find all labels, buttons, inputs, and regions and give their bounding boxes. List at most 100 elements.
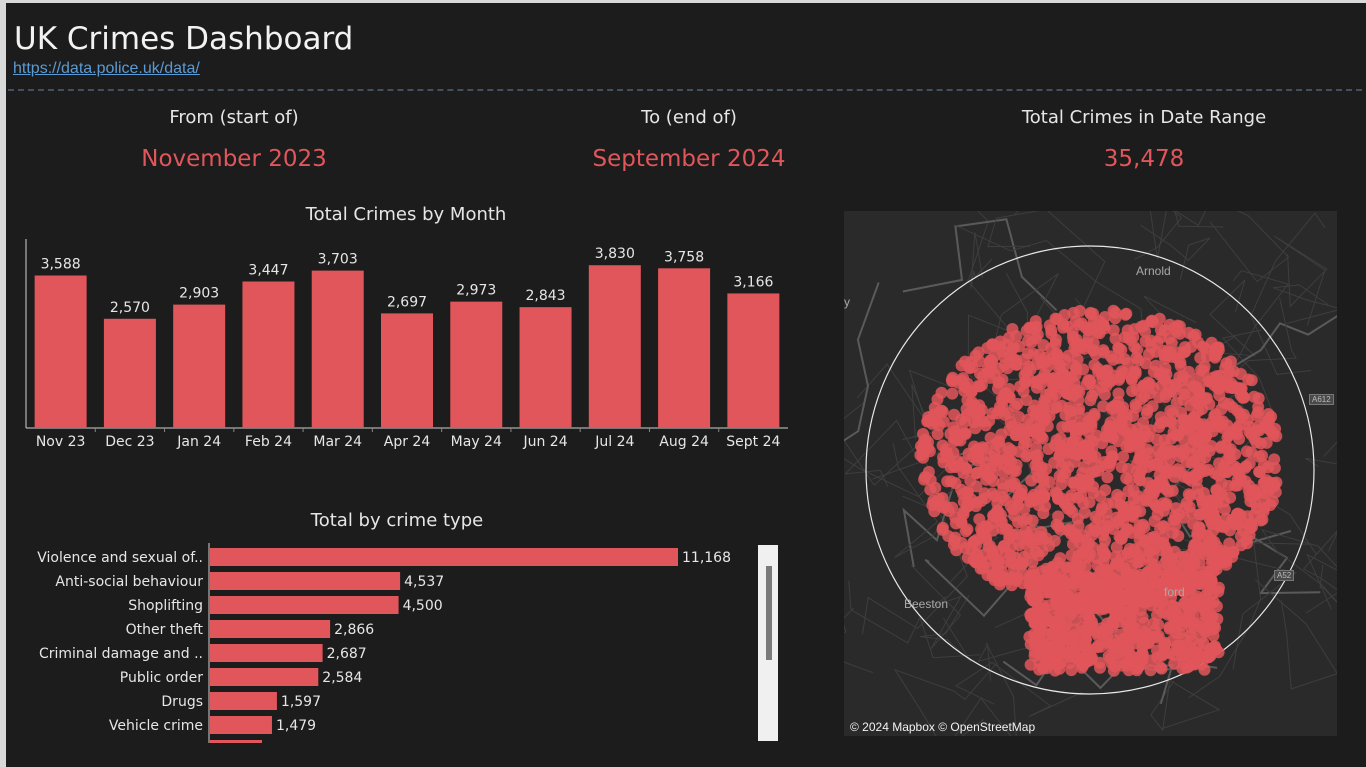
crime-point (1188, 538, 1201, 551)
page-title: UK Crimes Dashboard (14, 21, 354, 57)
crime-type-scrollbar[interactable] (758, 545, 778, 741)
month-tick-label: Nov 23 (36, 434, 86, 450)
crime-point (1210, 563, 1223, 576)
crime-point (1031, 456, 1044, 468)
crime-point (1136, 611, 1149, 624)
month-bar[interactable] (34, 275, 87, 428)
month-bar[interactable] (658, 268, 711, 428)
crime-point (1139, 534, 1151, 547)
crime-point (1029, 595, 1042, 608)
crime-point (1067, 538, 1079, 551)
crime-point (1135, 658, 1148, 671)
crime-point (1087, 486, 1100, 499)
crime-type-bar[interactable] (210, 692, 277, 710)
crime-point (1078, 640, 1091, 653)
crime-point (941, 475, 954, 488)
month-bar[interactable] (588, 265, 641, 428)
crime-point (971, 556, 983, 569)
crime-point (1195, 527, 1208, 540)
crime-point (1161, 548, 1173, 561)
crime-point (957, 506, 969, 519)
month-bar[interactable] (311, 270, 364, 428)
crime-point (1226, 382, 1239, 394)
crime-type-value-label: 1,597 (281, 694, 321, 710)
crime-point (991, 497, 1004, 509)
crime-point (1029, 322, 1042, 335)
crime-point (1147, 617, 1160, 630)
crime-type-bar[interactable] (210, 596, 399, 614)
map-place-label: y (844, 295, 850, 309)
crime-point (1027, 565, 1040, 578)
map-road (844, 401, 989, 499)
crime-point (1205, 336, 1218, 349)
crime-point (1064, 657, 1077, 670)
month-tick-label: Sept 24 (726, 434, 780, 450)
crime-point (1182, 660, 1195, 673)
crime-point (1172, 530, 1185, 542)
crime-point (1178, 388, 1191, 401)
month-bar-value-label: 2,973 (456, 283, 496, 299)
crime-type-bar[interactable] (210, 644, 323, 662)
header-divider (8, 89, 1362, 91)
month-bar[interactable] (173, 304, 226, 428)
crime-type-bar[interactable] (210, 548, 678, 566)
crime-type-bar[interactable] (210, 668, 319, 686)
crime-point (1211, 613, 1224, 625)
crime-point (1059, 498, 1071, 511)
crime-point (1207, 596, 1220, 608)
month-bar[interactable] (242, 281, 295, 428)
map-road (1273, 284, 1337, 324)
crime-point (992, 453, 1005, 466)
crime-type-bar[interactable] (210, 620, 331, 638)
month-bar[interactable] (381, 313, 433, 428)
crime-point (1117, 583, 1130, 596)
crime-point (1174, 601, 1187, 614)
crime-point (1120, 307, 1133, 320)
month-tick-label: Jun 24 (522, 434, 567, 450)
map-road (844, 419, 921, 487)
crime-type-bar[interactable] (210, 572, 401, 590)
map-road (967, 211, 989, 281)
month-bar[interactable] (519, 307, 572, 428)
crime-point (1187, 517, 1200, 530)
crime-point (1212, 469, 1225, 482)
crime-point (1058, 309, 1071, 321)
crime-point (1075, 317, 1088, 330)
scrollbar-thumb[interactable] (766, 566, 772, 660)
crime-point (1248, 497, 1261, 510)
month-bar[interactable] (450, 301, 503, 428)
crime-point (1125, 617, 1138, 630)
crime-point (1033, 655, 1046, 668)
crime-point (1149, 345, 1162, 358)
map-road (1188, 542, 1309, 699)
crime-point (1054, 632, 1067, 645)
crime-point (1007, 503, 1020, 516)
crime-point (1203, 398, 1216, 411)
crime-point (1025, 474, 1038, 487)
crime-point (1192, 488, 1205, 501)
month-bar[interactable] (103, 318, 156, 428)
crime-point (1134, 452, 1147, 464)
crime-point (1109, 610, 1122, 623)
month-bar[interactable] (727, 293, 780, 428)
crime-point (1170, 396, 1183, 409)
crime-point (1097, 400, 1110, 413)
crime-point (1210, 484, 1223, 497)
crime-point (1223, 447, 1236, 460)
crime-point (1115, 421, 1128, 434)
crime-point (1235, 539, 1248, 552)
data-source-link[interactable]: https://data.police.uk/data/ (13, 60, 200, 77)
crime-point (1127, 409, 1140, 422)
crime-point (1019, 375, 1032, 388)
crime-point (1066, 647, 1078, 660)
crime-point (1237, 390, 1250, 403)
crime-point (1186, 552, 1199, 564)
crime-type-bar[interactable] (210, 716, 272, 734)
month-bar-value-label: 2,843 (525, 288, 565, 304)
crime-map[interactable]: Arnold Beeston y ford A612 A52 © 2024 Ma… (844, 211, 1337, 736)
crime-point (965, 355, 978, 368)
crime-point (986, 487, 999, 500)
crime-point (1243, 420, 1256, 433)
crime-point (1061, 320, 1074, 333)
crime-point (1268, 480, 1281, 493)
